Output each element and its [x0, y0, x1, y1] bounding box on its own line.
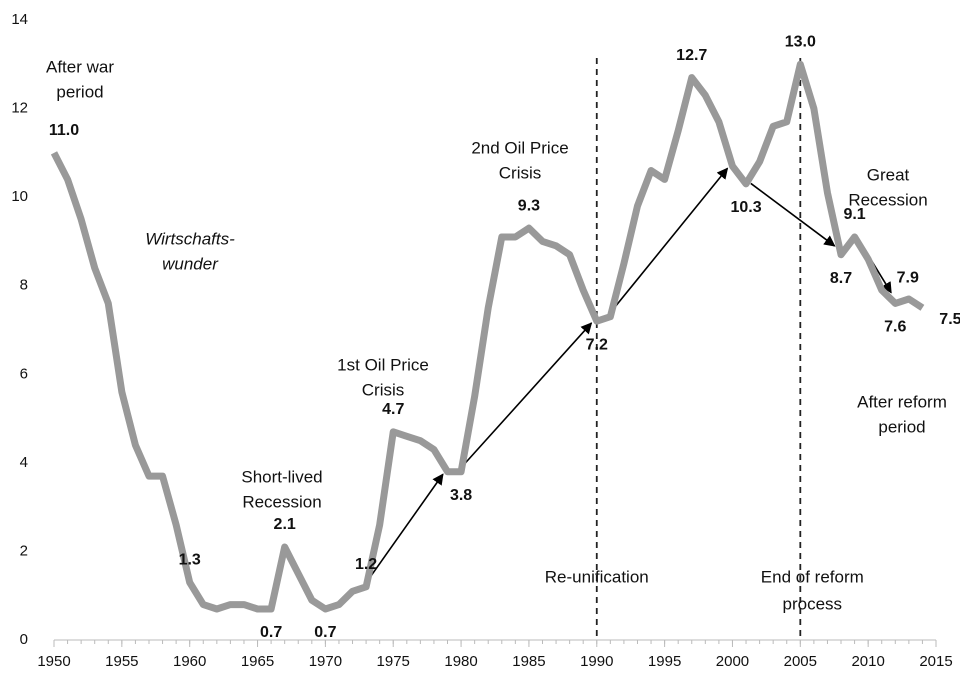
- value-label: 8.7: [830, 270, 852, 287]
- x-tick-label: 1960: [173, 653, 206, 670]
- annotation: Crisis: [499, 163, 542, 182]
- x-tick-label: 1975: [377, 653, 410, 670]
- value-label: 0.7: [314, 624, 336, 641]
- value-label: 10.3: [730, 199, 761, 216]
- annotation: period: [878, 417, 925, 436]
- value-label: 1.2: [355, 556, 377, 573]
- y-tick-label: 10: [11, 188, 28, 205]
- x-tick-label: 1985: [512, 653, 545, 670]
- reference-label: process: [783, 594, 843, 613]
- trend-arrow: [613, 167, 729, 309]
- annotation: After reform: [857, 392, 947, 411]
- x-tick-label: 1990: [580, 653, 613, 670]
- y-tick-label: 2: [20, 542, 28, 559]
- value-label: 11.0: [49, 122, 79, 139]
- y-tick-label: 8: [20, 277, 28, 294]
- annotation: 1st Oil Price: [337, 355, 429, 374]
- x-tick-label: 1980: [444, 653, 477, 670]
- y-tick-label: 4: [20, 454, 28, 471]
- data-line: [50, 60, 925, 613]
- value-label: 3.8: [450, 487, 472, 504]
- y-tick-label: 14: [11, 11, 28, 28]
- trend-arrow: [368, 473, 444, 579]
- value-label: 7.5: [939, 311, 960, 328]
- value-label: 4.7: [382, 401, 404, 418]
- annotation: period: [56, 82, 103, 101]
- annotation: 2nd Oil Price: [471, 138, 568, 157]
- x-tick-label: 1950: [37, 653, 70, 670]
- x-tick-label: 2015: [919, 653, 952, 670]
- value-label: 7.9: [897, 269, 919, 286]
- value-label: 12.7: [676, 47, 707, 64]
- annotation: Crisis: [362, 380, 405, 399]
- trend-arrow: [750, 182, 836, 247]
- x-tick-label: 2000: [716, 653, 749, 670]
- annotation: Recession: [242, 492, 321, 511]
- value-label: 7.2: [586, 336, 608, 353]
- annotation: Recession: [848, 190, 927, 209]
- annotation: Great: [867, 165, 910, 184]
- value-label: 9.3: [518, 197, 540, 214]
- value-label: 2.1: [274, 516, 296, 533]
- y-tick-label: 0: [20, 631, 28, 648]
- x-tick-label: 1965: [241, 653, 274, 670]
- x-tick-label: 1955: [105, 653, 138, 670]
- value-label: 9.1: [843, 206, 865, 223]
- x-tick-label: 2005: [784, 653, 817, 670]
- value-label: 1.3: [179, 552, 201, 569]
- value-label: 7.6: [884, 319, 906, 336]
- value-label: 13.0: [785, 34, 816, 51]
- reference-label: End of reform: [761, 567, 864, 586]
- y-tick-label: 6: [20, 365, 28, 382]
- reference-label: Re-unification: [545, 567, 649, 586]
- annotation: Wirtschafts-: [145, 229, 235, 248]
- annotation: Short-lived: [241, 467, 322, 486]
- x-tick-label: 1995: [648, 653, 681, 670]
- annotation: wunder: [162, 254, 219, 273]
- trend-arrow: [464, 322, 593, 464]
- y-tick-label: 12: [11, 100, 28, 117]
- annotation: After war: [46, 57, 114, 76]
- x-tick-label: 2010: [851, 653, 884, 670]
- x-tick-label: 1970: [309, 653, 342, 670]
- value-label: 0.7: [260, 624, 282, 641]
